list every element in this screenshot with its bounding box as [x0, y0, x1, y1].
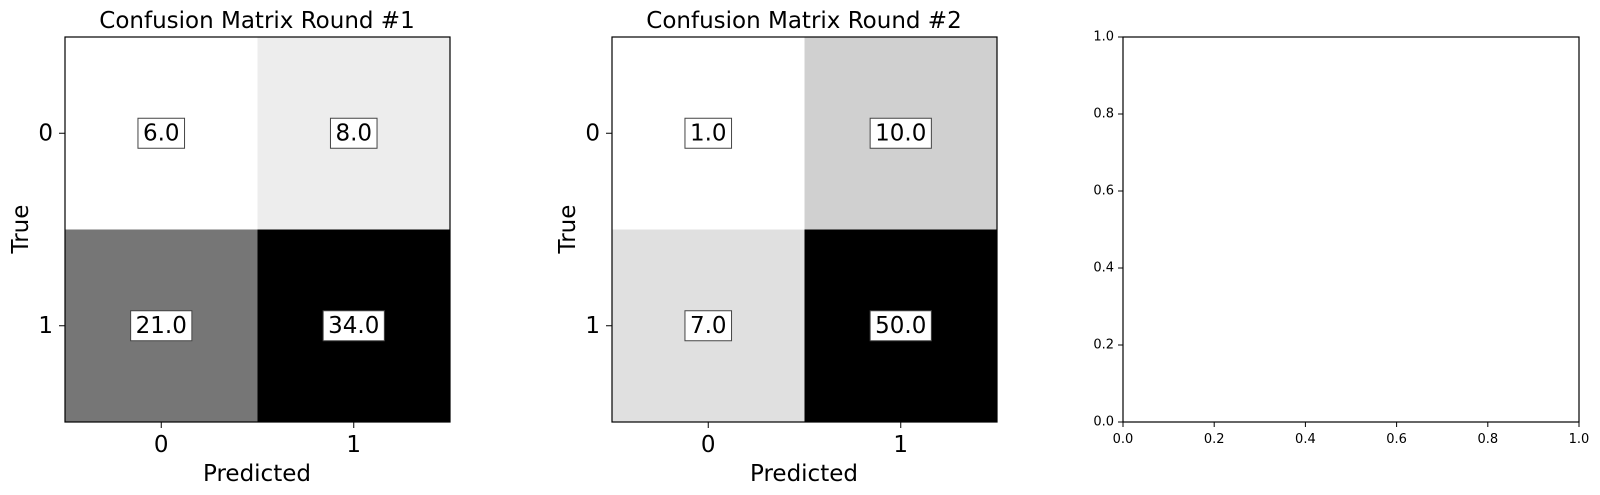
- x-tick-label: 0: [701, 432, 716, 458]
- x-tick-label: 1: [346, 432, 361, 458]
- y-tick-label: 0: [585, 120, 600, 146]
- y-tick-label: 0.4: [1093, 261, 1114, 276]
- ticks: 0 1 0 1: [585, 120, 908, 458]
- ticks: 0.0 0.2 0.4 0.6 0.8 1.0 0.0 0.2 0.4 0.6 0.8 1.0: [1093, 30, 1589, 448]
- cell-value-box: [329, 117, 378, 149]
- y-tick-label: 1.0: [1093, 30, 1114, 45]
- cell-value-box: [130, 310, 193, 342]
- chart-title: Confusion Matrix Round #2: [646, 8, 961, 34]
- cell-value-label: 10.0: [875, 120, 926, 146]
- empty-axes: 0.0 0.2 0.4 0.6 0.8 1.0 0.0 0.2 0.4 0.6 0.8 1.0: [1093, 30, 1589, 448]
- y-tick-label: 0.6: [1093, 184, 1114, 199]
- x-tick-label: 0.6: [1386, 432, 1407, 447]
- cell-value-label: 34.0: [328, 313, 379, 339]
- cell-value-box: [684, 310, 733, 342]
- cell-value-box: [869, 117, 932, 149]
- cell-value-label: 8.0: [335, 120, 372, 146]
- cell-value-label: 6.0: [143, 120, 180, 146]
- x-tick-label: 1.0: [1569, 432, 1590, 447]
- heatmap-cells: 1.0 10.0 7.0 50.0: [612, 37, 997, 422]
- cell-value-label: 7.0: [690, 313, 727, 339]
- heatmap-cells: 6.0 8.0 21.0 34.0: [65, 37, 450, 422]
- x-tick-label: 1: [893, 432, 908, 458]
- y-axis-label: True: [555, 205, 581, 255]
- plot-frame: [64, 36, 451, 423]
- y-tick-label: 0.2: [1093, 338, 1114, 353]
- x-tick-label: 0.4: [1295, 432, 1316, 447]
- y-axis-label: True: [8, 205, 34, 255]
- cell-value-label: 21.0: [136, 313, 187, 339]
- cell-value-box: [869, 310, 932, 342]
- cell-value-box: [137, 117, 186, 149]
- y-tick-label: 1: [38, 313, 53, 339]
- cell-value-label: 1.0: [690, 120, 727, 146]
- x-axis-label: Predicted: [203, 461, 311, 487]
- confusion-matrix-round-1: Confusion Matrix Round #1 6.0 8.0 21.0 34.0…: [8, 8, 451, 487]
- cell-value-box: [684, 117, 733, 149]
- plot-frame: [1122, 36, 1580, 423]
- x-tick-label: 0.2: [1204, 432, 1225, 447]
- cell-value-box: [322, 310, 385, 342]
- ticks: 0 1 0 1: [38, 120, 361, 458]
- y-tick-label: 1: [585, 313, 600, 339]
- y-tick-label: 0: [38, 120, 53, 146]
- x-tick-label: 0.8: [1477, 432, 1498, 447]
- y-tick-label: 0.8: [1093, 107, 1114, 122]
- x-tick-label: 0.0: [1113, 432, 1134, 447]
- plot-frame: [611, 36, 998, 423]
- confusion-matrix-round-2: Confusion Matrix Round #2 1.0 10.0 7.0 50.0…: [555, 8, 998, 487]
- chart-title: Confusion Matrix Round #1: [99, 8, 414, 34]
- cell-value-label: 50.0: [875, 313, 926, 339]
- x-axis-label: Predicted: [750, 461, 858, 487]
- y-tick-label: 0.0: [1093, 415, 1114, 430]
- x-tick-label: 0: [154, 432, 169, 458]
